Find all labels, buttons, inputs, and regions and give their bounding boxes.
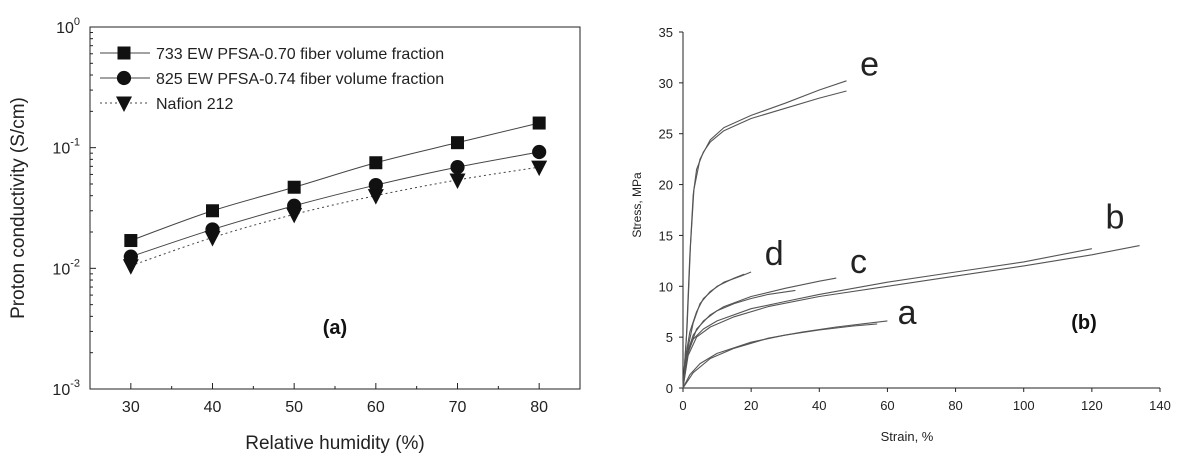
panel-b-x-tick-label: 20 [744,398,758,413]
panel-b-x-tick-label: 60 [880,398,894,413]
panel-a-legend-label: 733 EW PFSA-0.70 fiber volume fraction [156,46,444,63]
panel-b-x-axis-label: Strain, % [881,429,934,444]
panel-a-x-tick-label: 60 [367,399,385,416]
panel-a-data-point [369,156,383,170]
panel-a-y-axis-label: Proton conductivity (S/cm) [8,97,29,319]
panel-b-series: a b c d e [682,46,1140,389]
panel-b-y-axis-label: Stress, MPa [630,172,644,238]
panel-a-data-point [287,180,301,194]
panel-a-data-point [368,177,383,193]
panel-b-y-tick-label: 35 [659,25,673,40]
panel-a-y-tick-label: 10-3 [52,378,80,399]
panel-a-series [122,116,548,275]
panel-b-chart: 0 20 40 60 80 100 120 140 0 5 10 15 20 25 30 35 a b c d e S… [630,25,1171,444]
panel-b-y-tick-label: 15 [659,228,673,243]
panel-b-curve-line [682,320,888,389]
panel-b-y-tick-label: 30 [659,76,673,91]
panel-a-x-tick-label: 80 [530,399,548,416]
panel-a-legend: 733 EW PFSA-0.70 fiber volume fraction 82… [100,46,444,113]
panel-b-y-tick-label: 5 [666,330,673,345]
panel-a-label: (a) [323,317,347,339]
panel-a-data-point [532,116,546,130]
panel-a-data-point [450,160,465,175]
panel-a-y-tick-label: 10-2 [52,257,80,278]
panel-a-legend-marker [116,96,132,112]
panel-b-curve-line [682,323,878,389]
panel-a-legend-label: 825 EW PFSA-0.74 fiber volume fraction [156,71,444,88]
panel-a-chart: 30 40 50 60 70 80 10-3 10-2 10-1 100 733 EW PFSA-… [8,16,581,454]
panel-a-y-tick-label: 100 [56,16,80,37]
panel-a-x-axis-label: Relative humidity (%) [245,433,425,454]
panel-b-x-tick-label: 120 [1081,398,1103,413]
panel-b-curve-label: c [850,243,867,281]
panel-b-curve-c: c [682,243,867,389]
panel-a-y-tick-label: 10-1 [52,137,80,158]
panel-b-y-tick-label: 0 [666,381,673,396]
panel-b-curve-line [682,248,1093,389]
panel-a-data-point [451,136,464,150]
panel-b-curve-label: d [765,235,784,273]
panel-b-curve-a: a [682,294,917,389]
panel-a-legend-marker [116,70,132,86]
panel-b-curve-line [682,80,847,389]
panel-a-series-line [130,166,540,267]
panel-b-label: (b) [1071,312,1097,334]
panel-a-x-tick-label: 50 [285,399,303,416]
panel-b-y-tick-label: 25 [659,127,673,142]
panel-b-x-tick-label: 100 [1013,398,1035,413]
panel-a-series-line [130,122,540,241]
panel-b-curve-e: e [682,46,879,389]
panel-a-data-point [206,204,219,218]
panel-a-data-point [122,259,139,275]
panel-a-data-point [286,207,303,224]
panel-b-ticks: 0 20 40 60 80 100 120 140 0 5 10 15 20 25 30 35 [659,25,1171,413]
panel-a-ticks: 30 40 50 60 70 80 10-3 10-2 10-1 100 [52,16,581,416]
panel-a-data-point [531,160,548,177]
panel-b-curve-line [682,277,837,389]
panel-b-curve-label: e [860,46,879,84]
panel-a-series-1 [124,116,546,248]
panel-a-data-point [367,189,384,205]
panel-b-x-tick-label: 140 [1149,398,1171,413]
panel-a-x-tick-label: 70 [449,399,467,416]
panel-a-data-point [449,173,466,189]
panel-b-y-tick-label: 10 [659,279,673,294]
panel-b-curve-label: b [1105,198,1124,236]
panel-a-legend-marker [117,46,131,60]
panel-a-series-2 [123,144,547,264]
panel-a-data-point [124,234,138,248]
panel-b-curve-line [682,271,752,389]
panel-b-curve-label: a [898,294,917,332]
panel-a-series-line [130,151,540,258]
panel-a-x-tick-label: 30 [122,399,140,416]
panel-b-curve-line [682,273,745,389]
panel-a-data-point [204,231,221,247]
panel-a-series-3 [122,160,548,275]
panel-a-x-tick-label: 40 [204,399,222,416]
panel-a-legend-label: Nafion 212 [156,96,233,113]
panel-b-y-tick-label: 20 [659,178,673,193]
panel-b-x-tick-label: 80 [948,398,962,413]
panel-b-x-tick-label: 40 [812,398,826,413]
panel-b-x-tick-label: 0 [679,398,686,413]
panel-a-data-point [532,144,547,160]
panel-b-curve-line [682,245,1140,389]
panel-b-curve-d: d [682,235,784,389]
